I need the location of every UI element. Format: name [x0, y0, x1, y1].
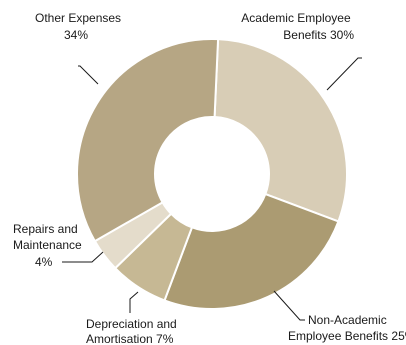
leader-line-academic — [326, 57, 362, 91]
donut-slices — [76, 38, 348, 310]
slice-label-depreciation: Depreciation and Amortisation 7% — [86, 317, 180, 345]
slice-other — [76, 38, 220, 243]
leader-line-non-academic — [273, 290, 305, 321]
leader-line-other — [78, 65, 99, 85]
slice-label-other: Other Expenses 34% — [35, 11, 124, 42]
leader-line-depreciation — [129, 291, 139, 313]
slice-non-academic — [163, 192, 340, 310]
slice-label-academic: Academic Employee Benefits 30% — [241, 11, 354, 42]
slice-academic — [213, 38, 348, 223]
slice-label-repairs: Repairs and Maintenance 4% — [13, 222, 85, 269]
leader-line-repairs — [62, 251, 104, 263]
slice-label-non-academic: Non-Academic Employee Benefits 25% — [288, 313, 406, 343]
